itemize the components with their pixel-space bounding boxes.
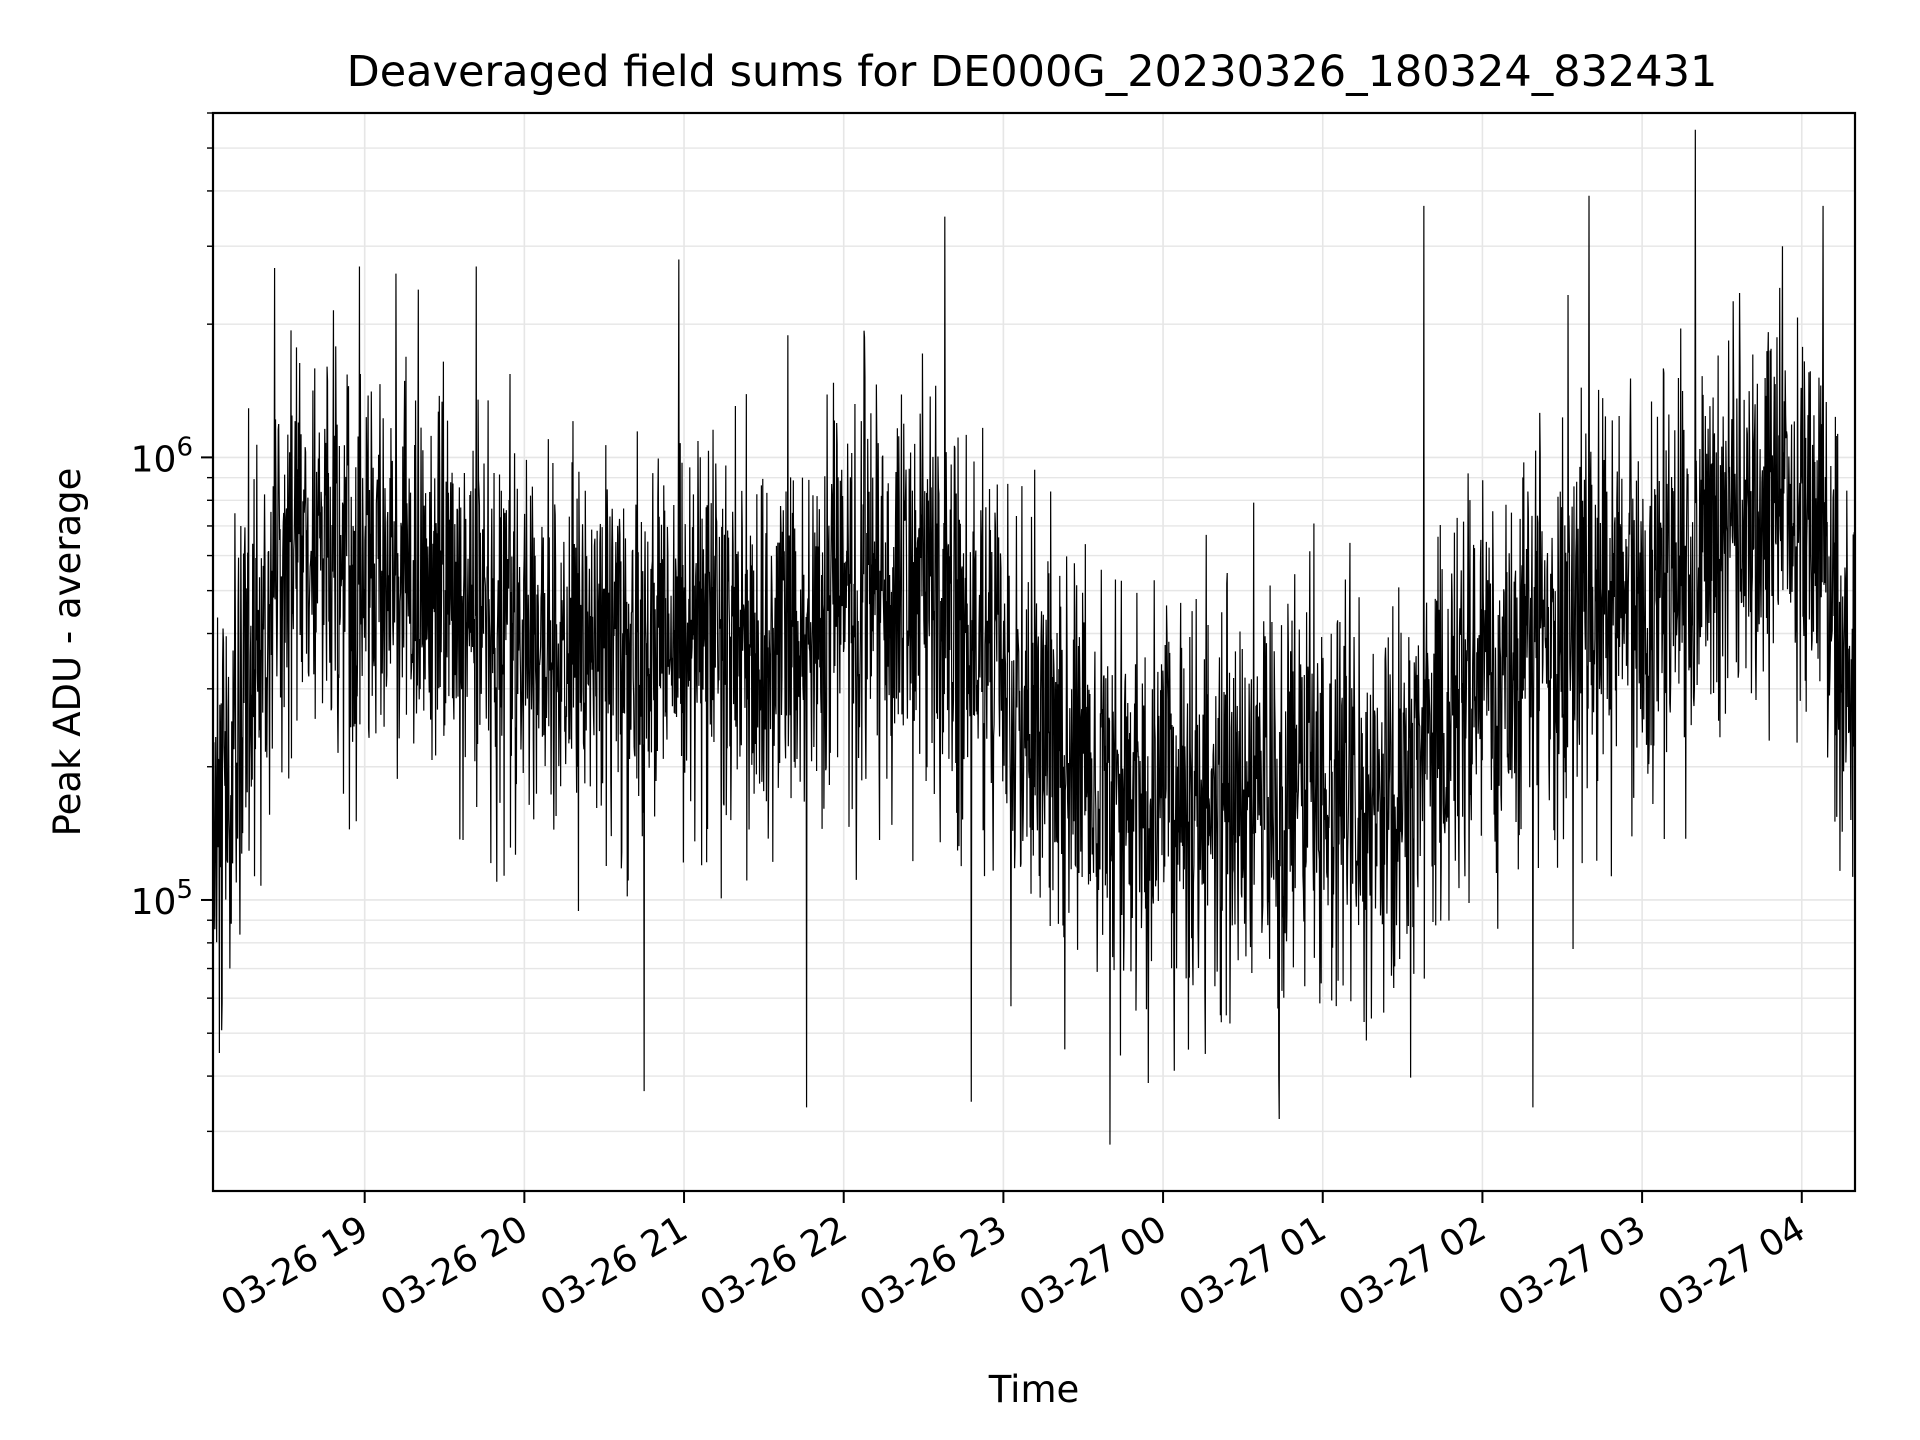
y-axis: 105 106 — [131, 112, 213, 1133]
y-tick-label: 106 — [131, 432, 193, 480]
y-tick-label: 105 — [131, 875, 193, 923]
series-line — [213, 129, 1855, 1145]
chart-title: Deaveraged field sums for DE000G_2023032… — [347, 47, 1718, 97]
x-axis-label: Time — [988, 1368, 1080, 1411]
plot-frame — [211, 111, 1857, 1193]
series-path — [213, 129, 1855, 1145]
y-axis-label: Peak ADU - average — [46, 468, 89, 837]
